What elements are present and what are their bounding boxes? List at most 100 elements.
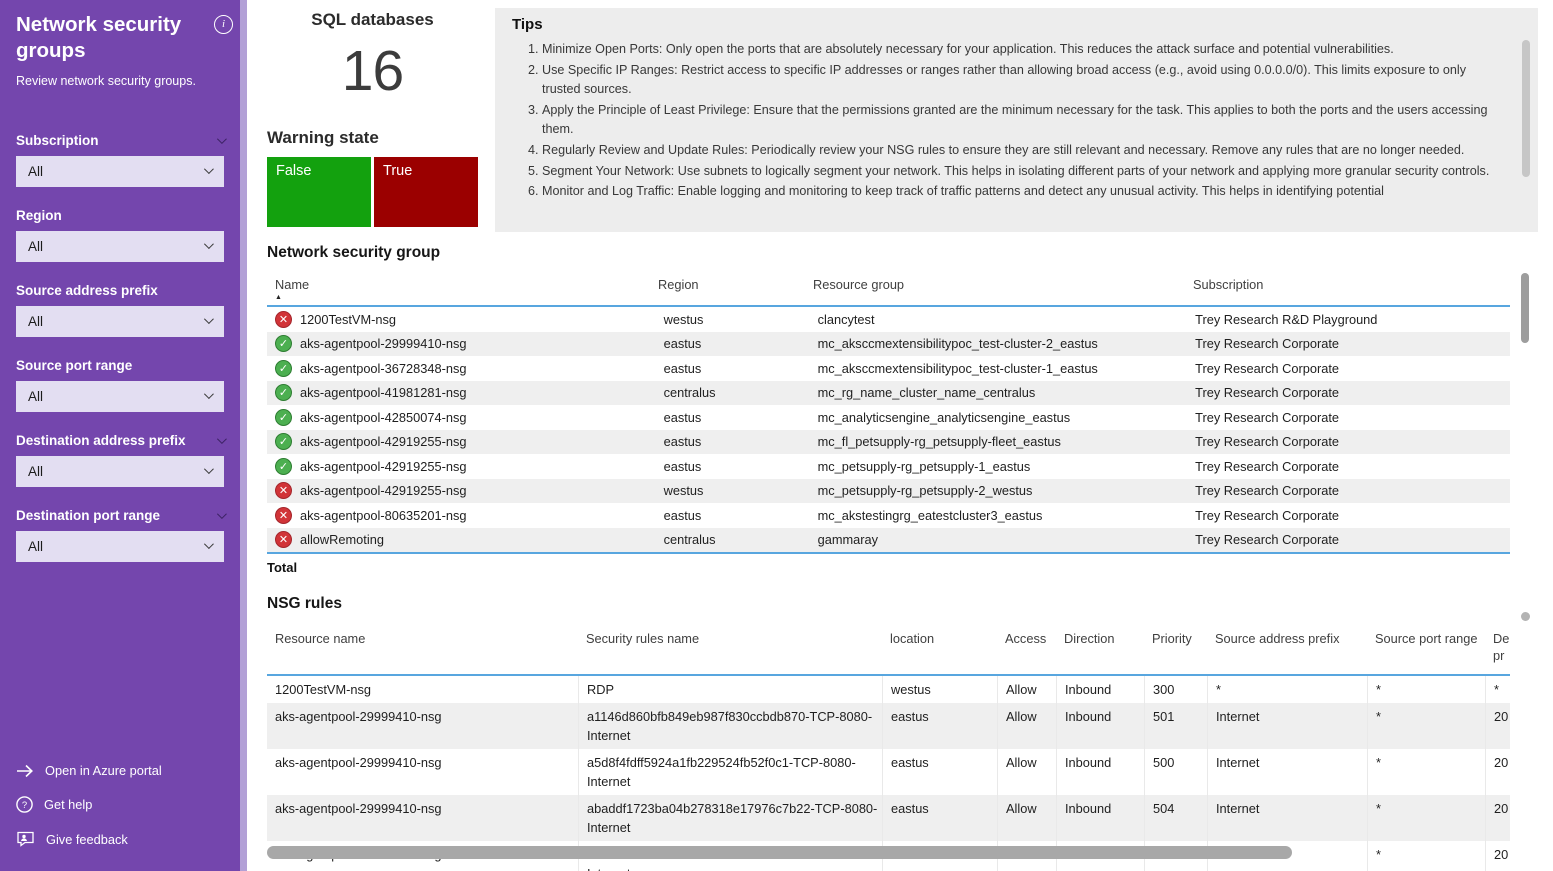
tips-panel: Tips Minimize Open Ports: Only open the …: [495, 8, 1538, 232]
region-dropdown[interactable]: All: [16, 231, 224, 262]
nsg-table-rows: ✕ 1200TestVM-nsg westus clancytest Trey Rese…: [267, 307, 1510, 554]
table-row[interactable]: ✓ aks-agentpool-42919255-nsg eastus mc_fl_p…: [267, 429, 1510, 454]
table-row[interactable]: 1200TestVM-nsg RDP westus Allow Inbound 300 * *…: [267, 676, 1510, 703]
warning-state-title: Warning state: [267, 128, 379, 147]
filter-label: Source port range: [16, 358, 133, 373]
filter-region: Region All: [16, 208, 224, 262]
filter-destination-address-prefix: Destination address prefix All: [16, 433, 227, 487]
table-row[interactable]: ✓ aks-agentpool-41981281-nsg centralus mc_r…: [267, 380, 1510, 405]
nsg-table: Name ▲ Region Resource group Subscription…: [267, 271, 1510, 575]
sidebar-links: Open in Azure portal ? Get help Give fee…: [16, 763, 162, 865]
horizontal-scrollbar[interactable]: [267, 846, 1292, 859]
tips-title: Tips: [512, 16, 543, 33]
filter-destination-port-range: Destination port range All: [16, 508, 227, 562]
destination-address-prefix-dropdown[interactable]: All: [16, 456, 224, 487]
sidebar: i Network security groups Review network…: [0, 0, 247, 871]
column-header-resource-name[interactable]: Resource name: [275, 631, 366, 646]
vertical-scrollbar[interactable]: [1521, 273, 1529, 343]
chevron-down-icon: [203, 239, 214, 250]
arrow-right-icon: [17, 764, 33, 777]
column-header-resource-group[interactable]: Resource group: [813, 277, 905, 292]
column-header-security-rules-name[interactable]: Security rules name: [586, 631, 700, 646]
chevron-down-icon: [203, 314, 214, 325]
tip-item: Use Specific IP Ranges: Restrict access …: [542, 61, 1504, 100]
table-row[interactable]: aks-agentpool-29999410-nsg a5d8f4fdff5924…: [267, 749, 1510, 795]
table-row[interactable]: aks-agentpool-29999410-nsg a1146d860bfb84…: [267, 703, 1510, 749]
column-header-region[interactable]: Region: [658, 277, 699, 292]
warning-false-tile[interactable]: False: [267, 157, 371, 227]
sort-ascending-icon: ▲: [275, 294, 282, 301]
error-status-icon: ✕: [275, 310, 292, 328]
success-status-icon: ✓: [275, 359, 292, 377]
chevron-down-icon: [203, 389, 214, 400]
column-header-name[interactable]: Name ▲: [267, 271, 650, 305]
feedback-person-icon: [17, 831, 34, 847]
chevron-down-icon: [216, 509, 227, 520]
tip-item: Segment Your Network: Use subnets to log…: [542, 162, 1504, 182]
column-header-direction[interactable]: Direction: [1064, 631, 1115, 646]
table-row[interactable]: ✓ aks-agentpool-36728348-nsg eastus mc_aksc…: [267, 356, 1510, 381]
info-icon[interactable]: i: [214, 15, 233, 34]
rules-table-rows: 1200TestVM-nsg RDP westus Allow Inbound 300 * *…: [267, 676, 1510, 871]
success-status-icon: ✓: [275, 384, 292, 402]
error-status-icon: ✕: [275, 531, 292, 549]
nsg-rules-table: Resource name Security rules name locati…: [267, 624, 1510, 871]
table-row[interactable]: ✓ aks-agentpool-29999410-nsg eastus mc_aksc…: [267, 331, 1510, 356]
column-header-subscription[interactable]: Subscription: [1193, 277, 1264, 292]
filter-source-address-prefix: Source address prefix All: [16, 283, 224, 337]
filter-label: Destination address prefix: [16, 433, 186, 448]
kpi-value: 16: [341, 39, 404, 103]
chevron-down-icon: [203, 464, 214, 475]
open-in-azure-portal-link[interactable]: Open in Azure portal: [16, 763, 162, 778]
column-header-source-port-range[interactable]: Source port range: [1375, 631, 1478, 646]
table-row[interactable]: ✕ aks-agentpool-80635201-nsg eastus mc_akst…: [267, 503, 1510, 528]
filter-label: Source address prefix: [16, 283, 158, 298]
source-port-range-dropdown[interactable]: All: [16, 381, 224, 412]
table-row[interactable]: aks-agentpool-29999410-nsg abaddf1723ba04…: [267, 795, 1510, 841]
get-help-link[interactable]: ? Get help: [16, 796, 162, 813]
rules-table-scrollbar[interactable]: [1521, 612, 1530, 621]
tips-list: Minimize Open Ports: Only open the ports…: [512, 40, 1504, 202]
page-subtitle: Review network security groups.: [16, 74, 196, 88]
table-row[interactable]: ✕ allowRemoting centralus gammaray Trey Rese…: [267, 527, 1510, 552]
tip-item: Apply the Principle of Least Privilege: …: [542, 101, 1504, 140]
give-feedback-link[interactable]: Give feedback: [16, 831, 162, 847]
filter-panel: Subscription All Region All Source addre…: [16, 133, 227, 583]
rules-table-title: NSG rules: [267, 595, 342, 612]
table-row[interactable]: ✕ 1200TestVM-nsg westus clancytest Trey Rese…: [267, 307, 1510, 332]
svg-text:?: ?: [22, 800, 27, 811]
column-header-source-address-prefix[interactable]: Source address prefix: [1215, 631, 1340, 646]
warning-state-section: Warning state False True: [267, 128, 478, 227]
success-status-icon: ✓: [275, 335, 292, 353]
filter-label: Destination port range: [16, 508, 161, 523]
kpi-title: SQL databases: [311, 10, 434, 29]
success-status-icon: ✓: [275, 457, 292, 475]
column-header-access[interactable]: Access: [1005, 631, 1047, 646]
nsg-table-title: Network security group: [267, 244, 441, 261]
success-status-icon: ✓: [275, 408, 292, 426]
nsg-table-header: Name ▲ Region Resource group Subscription: [267, 271, 1510, 307]
error-status-icon: ✕: [275, 482, 292, 500]
tips-scrollbar[interactable]: [1522, 40, 1530, 177]
source-address-prefix-dropdown[interactable]: All: [16, 306, 224, 337]
success-status-icon: ✓: [275, 433, 292, 451]
filter-source-port-range: Source port range All: [16, 358, 224, 412]
main-content: SQL databases 16 Warning state False Tru…: [247, 0, 1553, 871]
column-header-priority[interactable]: Priority: [1152, 631, 1192, 646]
sql-databases-kpi: SQL databases 16: [267, 10, 478, 104]
table-total-label: Total: [267, 560, 298, 575]
filter-label: Region: [16, 208, 62, 223]
tip-item: Regularly Review and Update Rules: Perio…: [542, 141, 1504, 161]
error-status-icon: ✕: [275, 506, 292, 524]
chevron-down-icon: [216, 434, 227, 445]
column-header-location[interactable]: location: [890, 631, 935, 646]
filter-label: Subscription: [16, 133, 99, 148]
warning-true-tile[interactable]: True: [374, 157, 478, 227]
subscription-dropdown[interactable]: All: [16, 156, 224, 187]
chevron-down-icon: [216, 134, 227, 145]
table-row[interactable]: ✕ aks-agentpool-42919255-nsg westus mc_pets…: [267, 478, 1510, 503]
column-header-destination-prefix[interactable]: De pr: [1493, 631, 1510, 663]
destination-port-range-dropdown[interactable]: All: [16, 531, 224, 562]
table-row[interactable]: ✓ aks-agentpool-42919255-nsg eastus mc_pets…: [267, 454, 1510, 479]
table-row[interactable]: ✓ aks-agentpool-42850074-nsg eastus mc_anal…: [267, 405, 1510, 430]
